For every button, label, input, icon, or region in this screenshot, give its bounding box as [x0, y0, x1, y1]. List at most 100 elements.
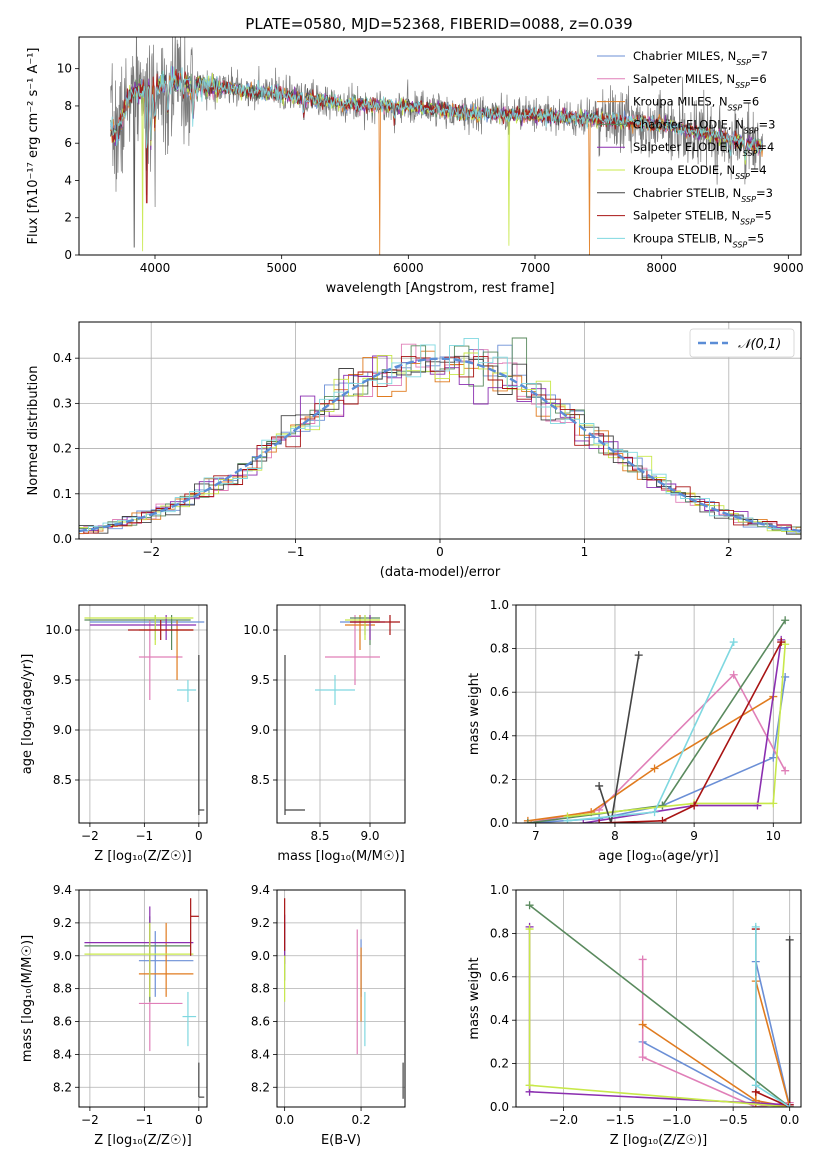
- x-tick-label: 7: [532, 829, 540, 843]
- weight-line: [598, 654, 640, 823]
- y-axis-label: mass weight: [467, 957, 482, 1039]
- y-tick-label: 0.0: [53, 532, 72, 546]
- x-axis-label: Z [log₁₀(Z/Z☉)]: [610, 1133, 707, 1148]
- weight-marker: [785, 935, 794, 944]
- y-tick-label: 8.5: [251, 773, 270, 787]
- weight-marker: [525, 901, 534, 910]
- spectrum-legend: Chabrier MILES, NSSP=7 Salpeter MILES, NS…: [597, 49, 775, 249]
- x-axis-label: age [log₁₀(age/yr)]: [598, 849, 719, 864]
- spectrum-model-line: [110, 69, 764, 204]
- y-axis-label: Flux [fλ10⁻¹⁷ erg cm⁻² s⁻¹ A⁻¹]: [26, 48, 41, 245]
- legend-entry: Kroupa STELIB, NSSP=5: [633, 231, 764, 249]
- weight-line: [527, 673, 786, 823]
- y-tick-label: 9.5: [251, 673, 270, 687]
- x-tick-label: 8: [611, 829, 619, 843]
- y-tick-label: 6: [64, 136, 72, 150]
- x-tick-label: 2: [725, 545, 733, 559]
- x-tick-label: 10: [766, 829, 781, 843]
- legend-entry: Chabrier STELIB, NSSP=3: [633, 186, 773, 204]
- y-tick-label: 0.2: [490, 1057, 509, 1071]
- y-tick-label: 10.0: [45, 623, 72, 637]
- y-tick-label: 0.0: [490, 816, 509, 830]
- x-axis-label: (data-model)/error: [380, 565, 501, 580]
- x-axis-label: E(B-V): [321, 1133, 361, 1148]
- weight-line: [529, 904, 791, 1107]
- weight-marker: [525, 925, 534, 934]
- residual-histogram: [79, 350, 801, 534]
- x-tick-label: −2: [81, 1113, 99, 1127]
- x-axis-label: Z [log₁₀(Z/Z☉)]: [94, 849, 191, 864]
- spectrum-model-line: [110, 65, 763, 161]
- y-tick-label: 0.6: [490, 685, 509, 699]
- legend-entry: Chabrier MILES, NSSP=7: [633, 49, 768, 67]
- age-vs-mass-frame: [276, 604, 406, 824]
- y-tick-label: 0.3: [53, 396, 72, 410]
- spectrum-frame: [78, 36, 802, 256]
- residual-legend-box: [689, 328, 795, 358]
- residuals-marks: [79, 337, 801, 535]
- y-tick-label: 10.0: [243, 623, 270, 637]
- x-tick-label: −2: [81, 829, 99, 843]
- weight-marker: [579, 819, 588, 823]
- y-tick-label: 0.0: [490, 1100, 509, 1114]
- x-tick-label: 9000: [773, 261, 804, 275]
- normal-reference-curve: [79, 357, 801, 533]
- x-tick-label: 8.5: [310, 829, 329, 843]
- weight-marker: [781, 766, 790, 775]
- y-tick-label: 2: [64, 211, 72, 225]
- y-axis-label: mass [log₁₀(M/M☉)]: [20, 935, 35, 1062]
- y-tick-label: 0.6: [490, 970, 509, 984]
- x-tick-label: 0.2: [352, 1113, 371, 1127]
- y-tick-label: 1.0: [490, 883, 509, 897]
- weight-marker: [785, 1103, 794, 1107]
- y-tick-label: 9.0: [251, 723, 270, 737]
- y-tick-label: 8.8: [53, 982, 72, 996]
- residuals-frame: [78, 321, 802, 540]
- mass-weight-vs-age-frame: [515, 604, 802, 824]
- y-tick-label: 8.4: [53, 1047, 72, 1061]
- weight-marker: [781, 616, 790, 625]
- y-tick-label: 0.8: [490, 642, 509, 656]
- y-tick-label: 8.2: [53, 1080, 72, 1094]
- y-tick-label: 0.4: [490, 1013, 509, 1027]
- legend-entry: Salpeter STELIB, NSSP=5: [633, 209, 772, 227]
- y-tick-label: 9.0: [53, 723, 72, 737]
- y-tick-label: 8: [64, 99, 72, 113]
- weight-marker: [751, 1081, 760, 1090]
- weight-marker: [638, 1053, 647, 1062]
- mass-weight-vs-Z-axes: −2.0 −1.5 −1.0 −0.5 0.0 0.0 0.2 0.4 0.6 0.8 1.0 Z […: [467, 883, 802, 1148]
- x-tick-label: 9: [690, 829, 698, 843]
- x-tick-label: 1: [581, 545, 589, 559]
- x-tick-label: 0.0: [780, 1113, 799, 1127]
- weight-line: [599, 641, 782, 823]
- x-tick-label: 5000: [266, 261, 297, 275]
- y-tick-label: 0: [64, 248, 72, 262]
- weight-marker: [729, 638, 738, 647]
- x-tick-label: 8000: [646, 261, 677, 275]
- y-tick-label: 9.2: [251, 916, 270, 930]
- x-tick-label: −1: [136, 1113, 154, 1127]
- weight-line: [567, 644, 786, 818]
- mass-vs-Z-frame: [78, 889, 208, 1108]
- y-tick-label: 0.4: [53, 351, 72, 365]
- y-tick-label: 9.0: [251, 949, 270, 963]
- weight-marker: [638, 955, 647, 964]
- legend-entry: Kroupa ELODIE, NSSP=4: [633, 163, 767, 181]
- legend-entry: Chabrier ELODIE, NSSP=3: [633, 117, 775, 135]
- mass-weight-vs-Z-marks: [525, 901, 794, 1107]
- y-tick-label: 0.4: [490, 729, 509, 743]
- y-tick-label: 9.0: [53, 949, 72, 963]
- y-tick-label: 8.8: [251, 982, 270, 996]
- weight-line: [642, 980, 791, 1107]
- mass-vs-EBV-axes: 0.0 0.2 8.2 8.4 8.6 8.8 9.0 9.2 9.4 E(B-V): [251, 883, 406, 1148]
- x-tick-label: 0.0: [275, 1113, 294, 1127]
- mass-vs-Z-marks: [84, 898, 205, 1098]
- weight-line: [755, 926, 791, 1107]
- x-tick-label: −2: [142, 545, 160, 559]
- y-tick-label: 9.4: [251, 883, 270, 897]
- age-vs-Z-axes: −2 −1 0 8.5 9.0 9.5 10.0 Z [log₁₀(Z/Z☉)] age [lo…: [20, 604, 208, 864]
- y-tick-label: 0.8: [490, 926, 509, 940]
- x-tick-label: 6000: [393, 261, 424, 275]
- spectrum-axes: 4000 5000 6000 7000 8000 9000 0 2 4 6 8 10 wavelengt…: [26, 36, 804, 296]
- weight-line: [755, 929, 791, 1107]
